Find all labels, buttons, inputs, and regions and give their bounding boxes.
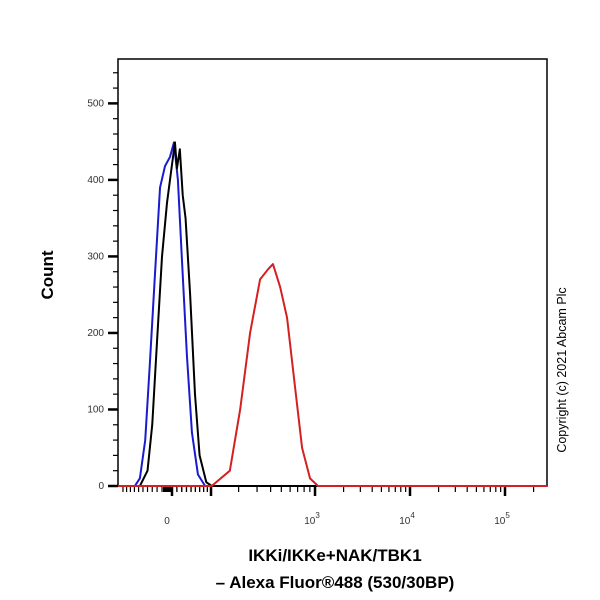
x-axis-label-line1: IKKi/IKKe+NAK/TBK1 xyxy=(248,546,421,565)
y-axis-label: Count xyxy=(38,250,57,299)
y-tick-label: 400 xyxy=(87,175,104,186)
histogram-series-2 xyxy=(118,263,547,487)
x-tick-base: 10 xyxy=(399,516,411,527)
x-tick-cluster-zero xyxy=(163,486,171,492)
x-tick-exponent: 3 xyxy=(315,511,320,520)
y-tick-label: 0 xyxy=(98,481,104,492)
x-tick-base: 10 xyxy=(494,516,506,527)
x-tick-label: 105 xyxy=(494,511,510,527)
histogram-series-0 xyxy=(118,141,547,487)
x-tick-label: 0 xyxy=(164,516,170,527)
x-tick-label: 103 xyxy=(304,511,320,527)
x-tick-exponent: 5 xyxy=(505,511,510,520)
y-tick-label: 100 xyxy=(87,404,104,415)
x-tick-exponent: 4 xyxy=(410,511,415,520)
x-axis-label-line2: – Alexa Fluor®488 (530/30BP) xyxy=(216,573,455,592)
x-tick-label: 104 xyxy=(399,511,415,527)
y-tick-label: 500 xyxy=(87,98,104,109)
x-tick-base: 10 xyxy=(304,516,316,527)
histogram-series-1 xyxy=(118,141,547,487)
y-tick-label: 300 xyxy=(87,251,104,262)
copyright-text: Copyright (c) 2021 Abcam Plc xyxy=(555,287,569,452)
y-tick-label: 200 xyxy=(87,328,104,339)
x-tick-base: 0 xyxy=(164,516,170,527)
